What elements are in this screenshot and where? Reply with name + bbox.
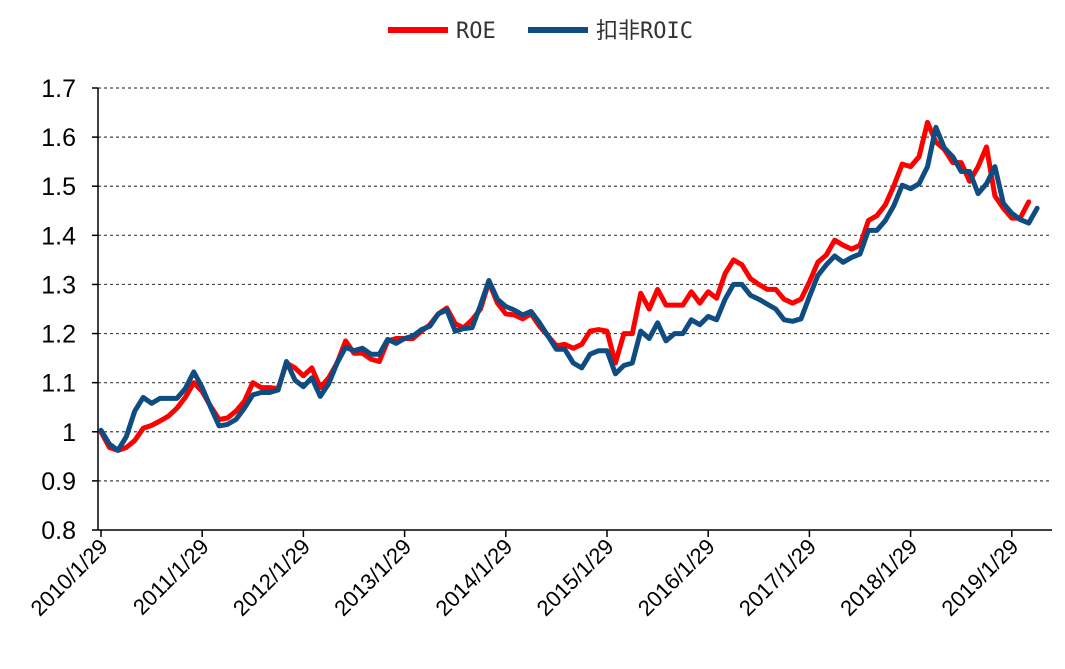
y-tick-label: 1 [62,419,76,447]
x-tick-label: 2015/1/29 [532,534,619,621]
legend-label-roic: 扣非ROIC [596,19,693,44]
y-tick-label: 1.4 [41,222,76,250]
y-tick-label: 1.3 [41,271,76,299]
x-axis-ticks: 2010/1/29 2011/1/29 2012/1/29 2013/1/29 2014… [26,530,1023,621]
y-tick-label: 1.1 [41,370,76,398]
x-tick-label: 2011/1/29 [128,534,214,620]
y-tick-label: 1.5 [41,173,76,201]
x-tick-label: 2016/1/29 [633,534,720,621]
legend: ROE 扣非ROIC [388,19,693,44]
x-tick-label: 2012/1/29 [228,534,315,621]
y-tick-label: 1.2 [41,321,76,349]
x-tick-label: 2013/1/29 [329,534,416,621]
x-tick-label: 2010/1/29 [26,534,113,621]
series-lines [98,119,1040,453]
series-line-roic [98,124,1040,453]
x-tick-label: 2018/1/29 [835,534,922,621]
axes [97,88,1052,531]
y-tick-label: 0.8 [41,517,76,545]
y-axis-ticks: 1.7 1.6 1.5 1.4 1.3 1.2 1.1 1 0.9 0.8 [41,75,98,545]
x-tick-label: 2019/1/29 [936,534,1023,621]
x-tick-label: 2017/1/29 [734,534,821,621]
gridlines [98,87,1052,482]
y-tick-label: 0.9 [41,468,76,496]
y-tick-label: 1.7 [41,75,76,103]
series-line-roe [98,119,1032,453]
x-tick-label: 2014/1/29 [430,534,517,621]
legend-label-roe: ROE [456,19,496,44]
y-tick-label: 1.6 [41,124,76,152]
